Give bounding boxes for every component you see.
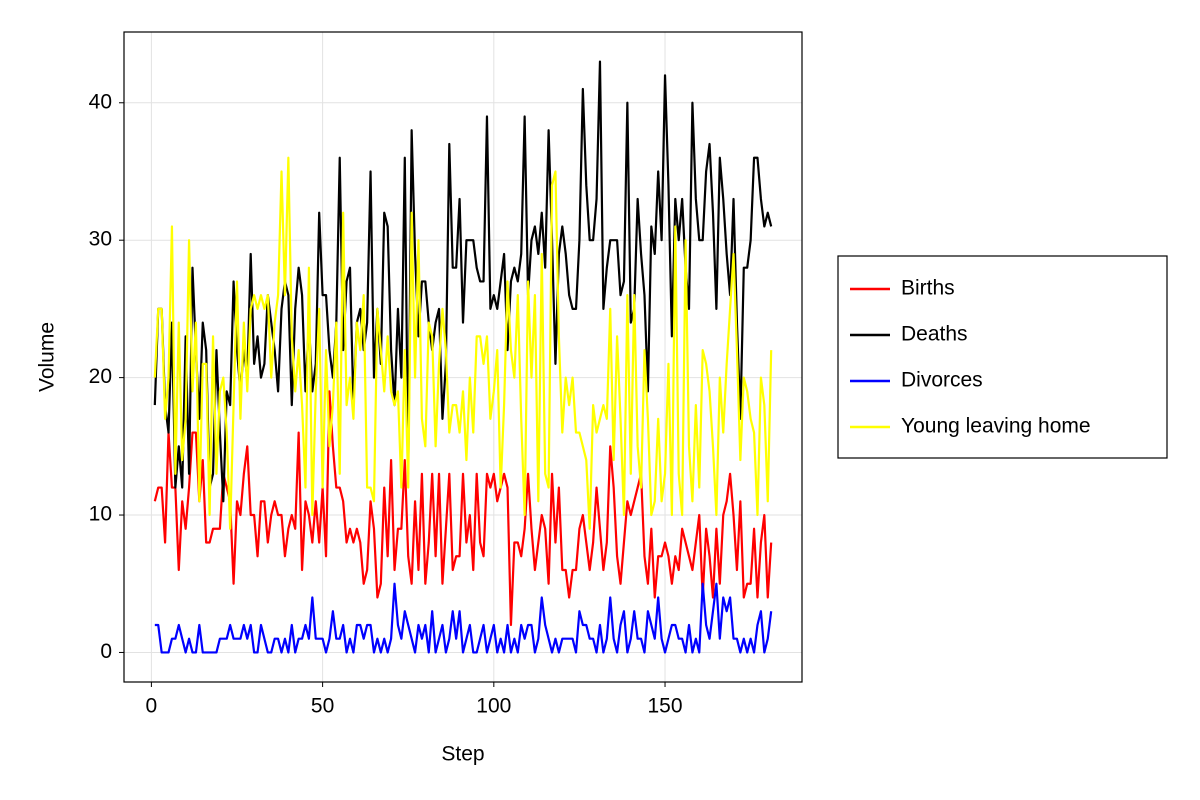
legend-label: Divorces (901, 369, 983, 392)
legend: Births Deaths Divorces Young leaving home (837, 255, 1168, 459)
y-tick-label: 30 (89, 228, 112, 251)
series-line (153, 60, 773, 503)
legend-box (837, 255, 1168, 459)
legend-label: Deaths (901, 323, 968, 346)
x-tick-label: 0 (146, 695, 158, 718)
x-axis-label: Step (441, 743, 484, 766)
series-line (153, 156, 773, 530)
y-axis-label: Volume (36, 322, 59, 392)
series-line (153, 390, 773, 627)
x-tick-label: 150 (648, 695, 683, 718)
axis-frame (123, 31, 803, 683)
y-tick-label: 20 (89, 365, 112, 388)
y-tick-label: 40 (89, 90, 112, 113)
series-line (154, 582, 773, 654)
y-tick-label: 0 (100, 640, 112, 663)
y-tick-label: 10 (89, 503, 112, 526)
plot-area (124, 32, 802, 682)
legend-label: Young leaving home (901, 415, 1091, 438)
x-tick-label: 50 (311, 695, 334, 718)
legend-label: Births (901, 277, 955, 300)
x-tick-label: 100 (476, 695, 511, 718)
